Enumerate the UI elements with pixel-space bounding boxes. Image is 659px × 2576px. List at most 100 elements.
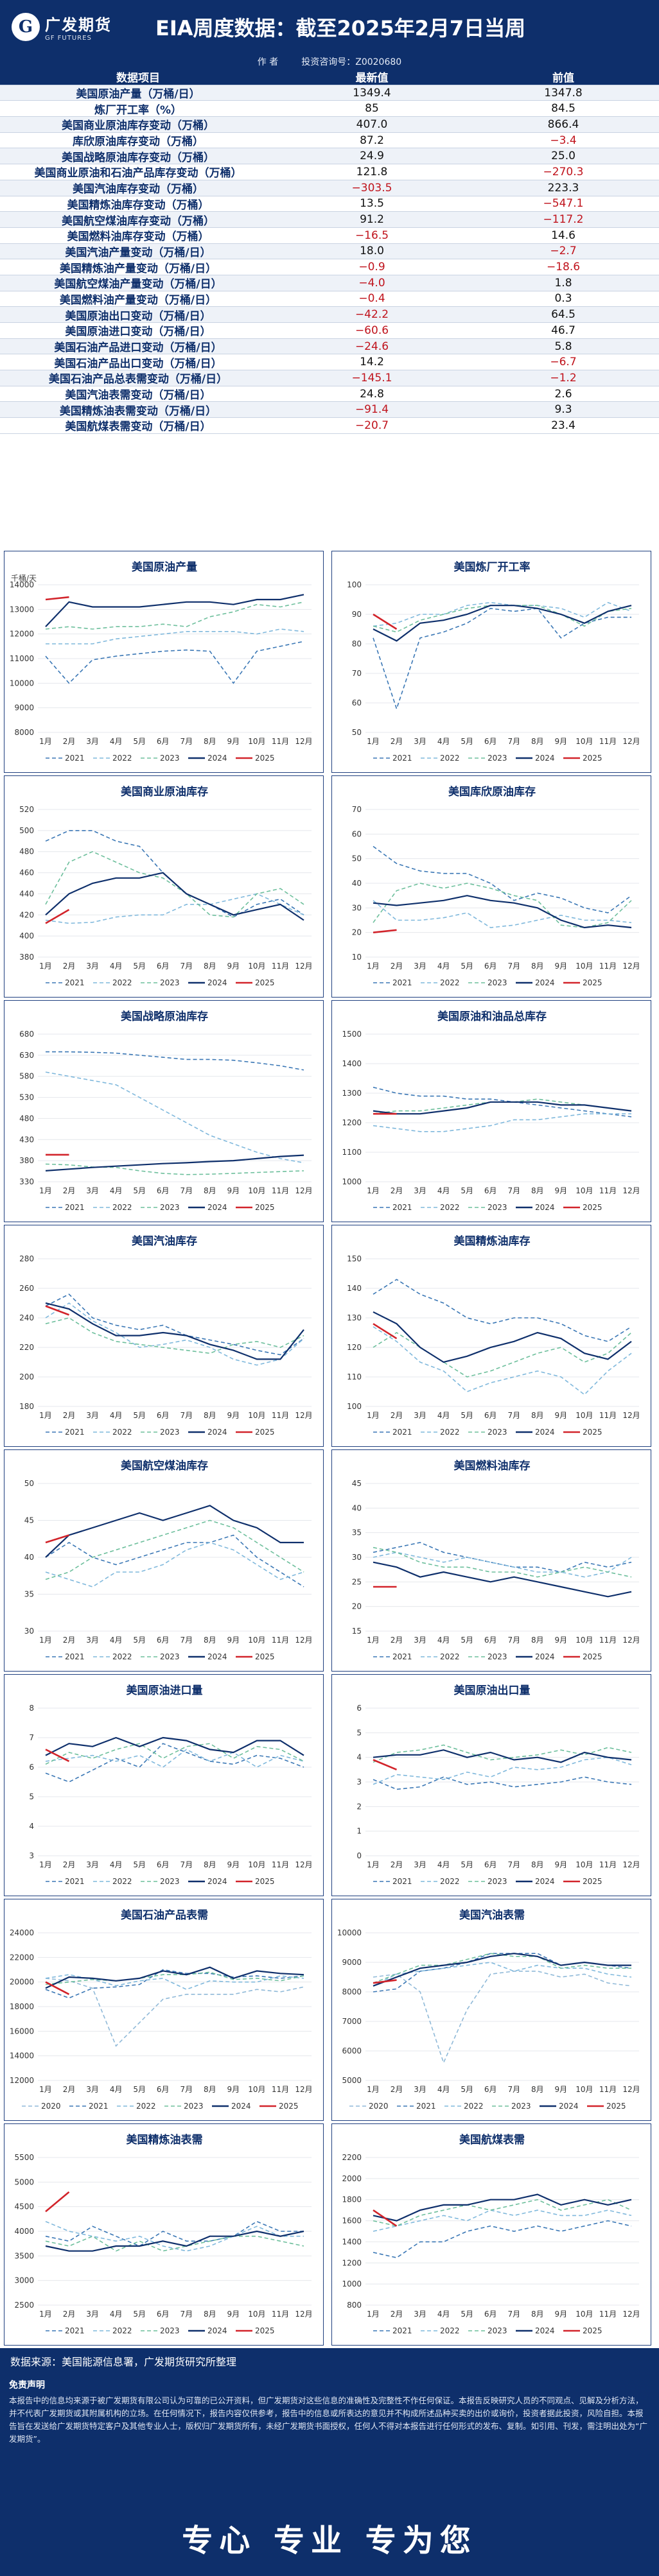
x-tick-label: 6月 (484, 2310, 497, 2319)
y-tick-label: 5000 (342, 2076, 362, 2085)
x-tick-label: 10月 (576, 737, 593, 746)
series-line-2022 (373, 601, 632, 627)
y-tick-label: 11000 (10, 654, 34, 663)
previous-value: 14.6 (551, 229, 576, 242)
legend-label: 2022 (112, 978, 132, 987)
x-tick-label: 5月 (461, 2310, 473, 2319)
x-tick-label: 8月 (204, 1411, 216, 1420)
table-row: 美国航空煤油产量变动（万桶/日） −4.0 1.8 (0, 275, 659, 291)
series-line-2025 (45, 1749, 70, 1762)
x-tick-label: 3月 (414, 1860, 426, 1869)
disclaimer: 免责声明 本报告中的信息均来源于被广发期货有限公司认为可靠的已公开资料，但广发期… (0, 2374, 659, 2499)
x-tick-label: 2月 (391, 1411, 403, 1420)
series-line-2022 (45, 1974, 304, 1991)
x-tick-label: 12月 (622, 2085, 640, 2094)
x-tick-label: 12月 (622, 737, 640, 746)
legend-label: 2023 (488, 1652, 507, 1661)
x-tick-label: 12月 (622, 1636, 640, 1645)
x-tick-label: 7月 (507, 1636, 520, 1645)
series-line-2021 (373, 2220, 632, 2258)
series-line-2023 (373, 883, 632, 928)
row-label: 美国航煤表需变动（万桶/日） (65, 420, 211, 434)
x-tick-label: 9月 (227, 737, 240, 746)
y-tick-label: 1600 (342, 2217, 362, 2226)
table-row: 美国燃料油产量变动（万桶/日） −0.4 0.3 (0, 291, 659, 307)
series-line-2021 (45, 1534, 304, 1587)
x-tick-label: 1月 (39, 737, 52, 746)
legend-label: 2024 (207, 1203, 227, 1212)
y-tick-label: 2200 (342, 2153, 362, 2162)
line-chart: 美国汽油库存 180 200 220 240 260 280 1月 2月 3月 4月 5月 6月 7月 8月… (19, 1234, 313, 1437)
series-line-2021 (373, 1279, 632, 1342)
y-tick-label: 100 (347, 1402, 362, 1411)
series-line-2025 (373, 929, 397, 933)
row-label: 美国精炼油库存变动（万桶） (67, 198, 209, 212)
x-tick-label: 9月 (555, 1411, 568, 1420)
series-line-2023 (45, 601, 304, 630)
x-tick-label: 9月 (555, 2310, 568, 2319)
x-tick-label: 11月 (272, 2085, 289, 2094)
x-tick-label: 7月 (507, 737, 520, 746)
y-tick-label: 1100 (342, 1148, 362, 1157)
latest-value: 14.2 (360, 356, 384, 369)
chart-panel: 美国原油出口量 0 1 2 3 4 5 6 1月 2月 3月 4月 5月 6月 7月 8月 9月 10月 11月 12… (331, 1674, 651, 1896)
series-line-2024 (373, 1749, 632, 1763)
y-tick-label: 60 (352, 829, 362, 838)
chart-title: 美国航煤表需 (459, 2133, 525, 2147)
y-tick-label: 130 (347, 1313, 362, 1322)
legend-label: 2022 (440, 1203, 460, 1212)
x-tick-label: 2月 (391, 962, 403, 971)
legend-label: 2021 (89, 2102, 109, 2111)
x-tick-label: 10月 (576, 1860, 593, 1869)
report-header: G 广发期货 GF FUTURES EIA周度数据：截至2025年2月7日当周 (0, 0, 659, 54)
row-label: 美国精炼油产量变动（万桶/日） (59, 262, 217, 275)
y-tick-label: 110 (347, 1372, 362, 1381)
y-tick-label: 35 (24, 1590, 34, 1599)
previous-value: 2.6 (554, 387, 572, 401)
x-tick-label: 7月 (507, 2085, 520, 2094)
series-line-2024 (45, 872, 304, 921)
y-tick-label: 240 (19, 1313, 34, 1322)
legend-label: 2024 (207, 978, 227, 987)
series-line-2024 (373, 1311, 632, 1363)
latest-value: −24.6 (355, 340, 389, 353)
x-tick-label: 8月 (531, 1636, 544, 1645)
chart-unit: 千桶/天 (11, 573, 37, 583)
x-tick-label: 5月 (133, 1636, 146, 1645)
x-tick-label: 8月 (204, 1186, 216, 1195)
x-tick-label: 7月 (507, 1186, 520, 1195)
x-tick-label: 4月 (437, 2085, 450, 2094)
chart-panel: 美国战略原油库存 330 380 430 480 530 580 630 680 1月 2月 3月 4月… (4, 1000, 324, 1222)
series-line-2025 (45, 2191, 70, 2213)
line-chart: 美国战略原油库存 330 380 430 480 530 580 630 680 1月 2月 3月 4月… (19, 1010, 313, 1212)
x-tick-label: 6月 (484, 737, 497, 746)
latest-value: 121.8 (356, 165, 388, 178)
x-tick-label: 9月 (555, 737, 568, 746)
previous-value: 23.4 (551, 419, 576, 432)
x-tick-label: 2月 (63, 1860, 76, 1869)
x-tick-label: 4月 (437, 962, 450, 971)
y-tick-label: 380 (19, 953, 34, 962)
x-tick-label: 10月 (576, 2085, 593, 2094)
latest-value: −91.4 (355, 403, 389, 417)
y-tick-label: 5 (29, 1792, 34, 1801)
x-tick-label: 10月 (248, 2085, 265, 2094)
x-tick-label: 11月 (272, 962, 289, 971)
line-chart: 美国商业原油库存 380 400 420 440 460 480 500 520 1月 2月 3月 4月… (19, 785, 313, 987)
table-row: 库欣原油库存变动（万桶） 87.2 −3.4 (0, 133, 659, 149)
x-tick-label: 6月 (484, 1636, 497, 1645)
table-header-cell: 数据项目 (116, 72, 160, 85)
series-line-2022 (45, 1749, 304, 1768)
series-line-2022 (45, 1071, 304, 1164)
latest-value: −303.5 (351, 181, 392, 194)
legend-label: 2023 (184, 2102, 204, 2111)
x-tick-label: 11月 (599, 1411, 617, 1420)
y-tick-label: 3 (29, 1851, 34, 1860)
y-tick-label: 8000 (14, 728, 34, 737)
y-tick-label: 50 (352, 728, 362, 737)
y-tick-label: 480 (19, 1114, 34, 1123)
x-tick-label: 12月 (622, 1411, 640, 1420)
x-tick-label: 10月 (248, 962, 265, 971)
y-tick-label: 100 (347, 580, 362, 589)
